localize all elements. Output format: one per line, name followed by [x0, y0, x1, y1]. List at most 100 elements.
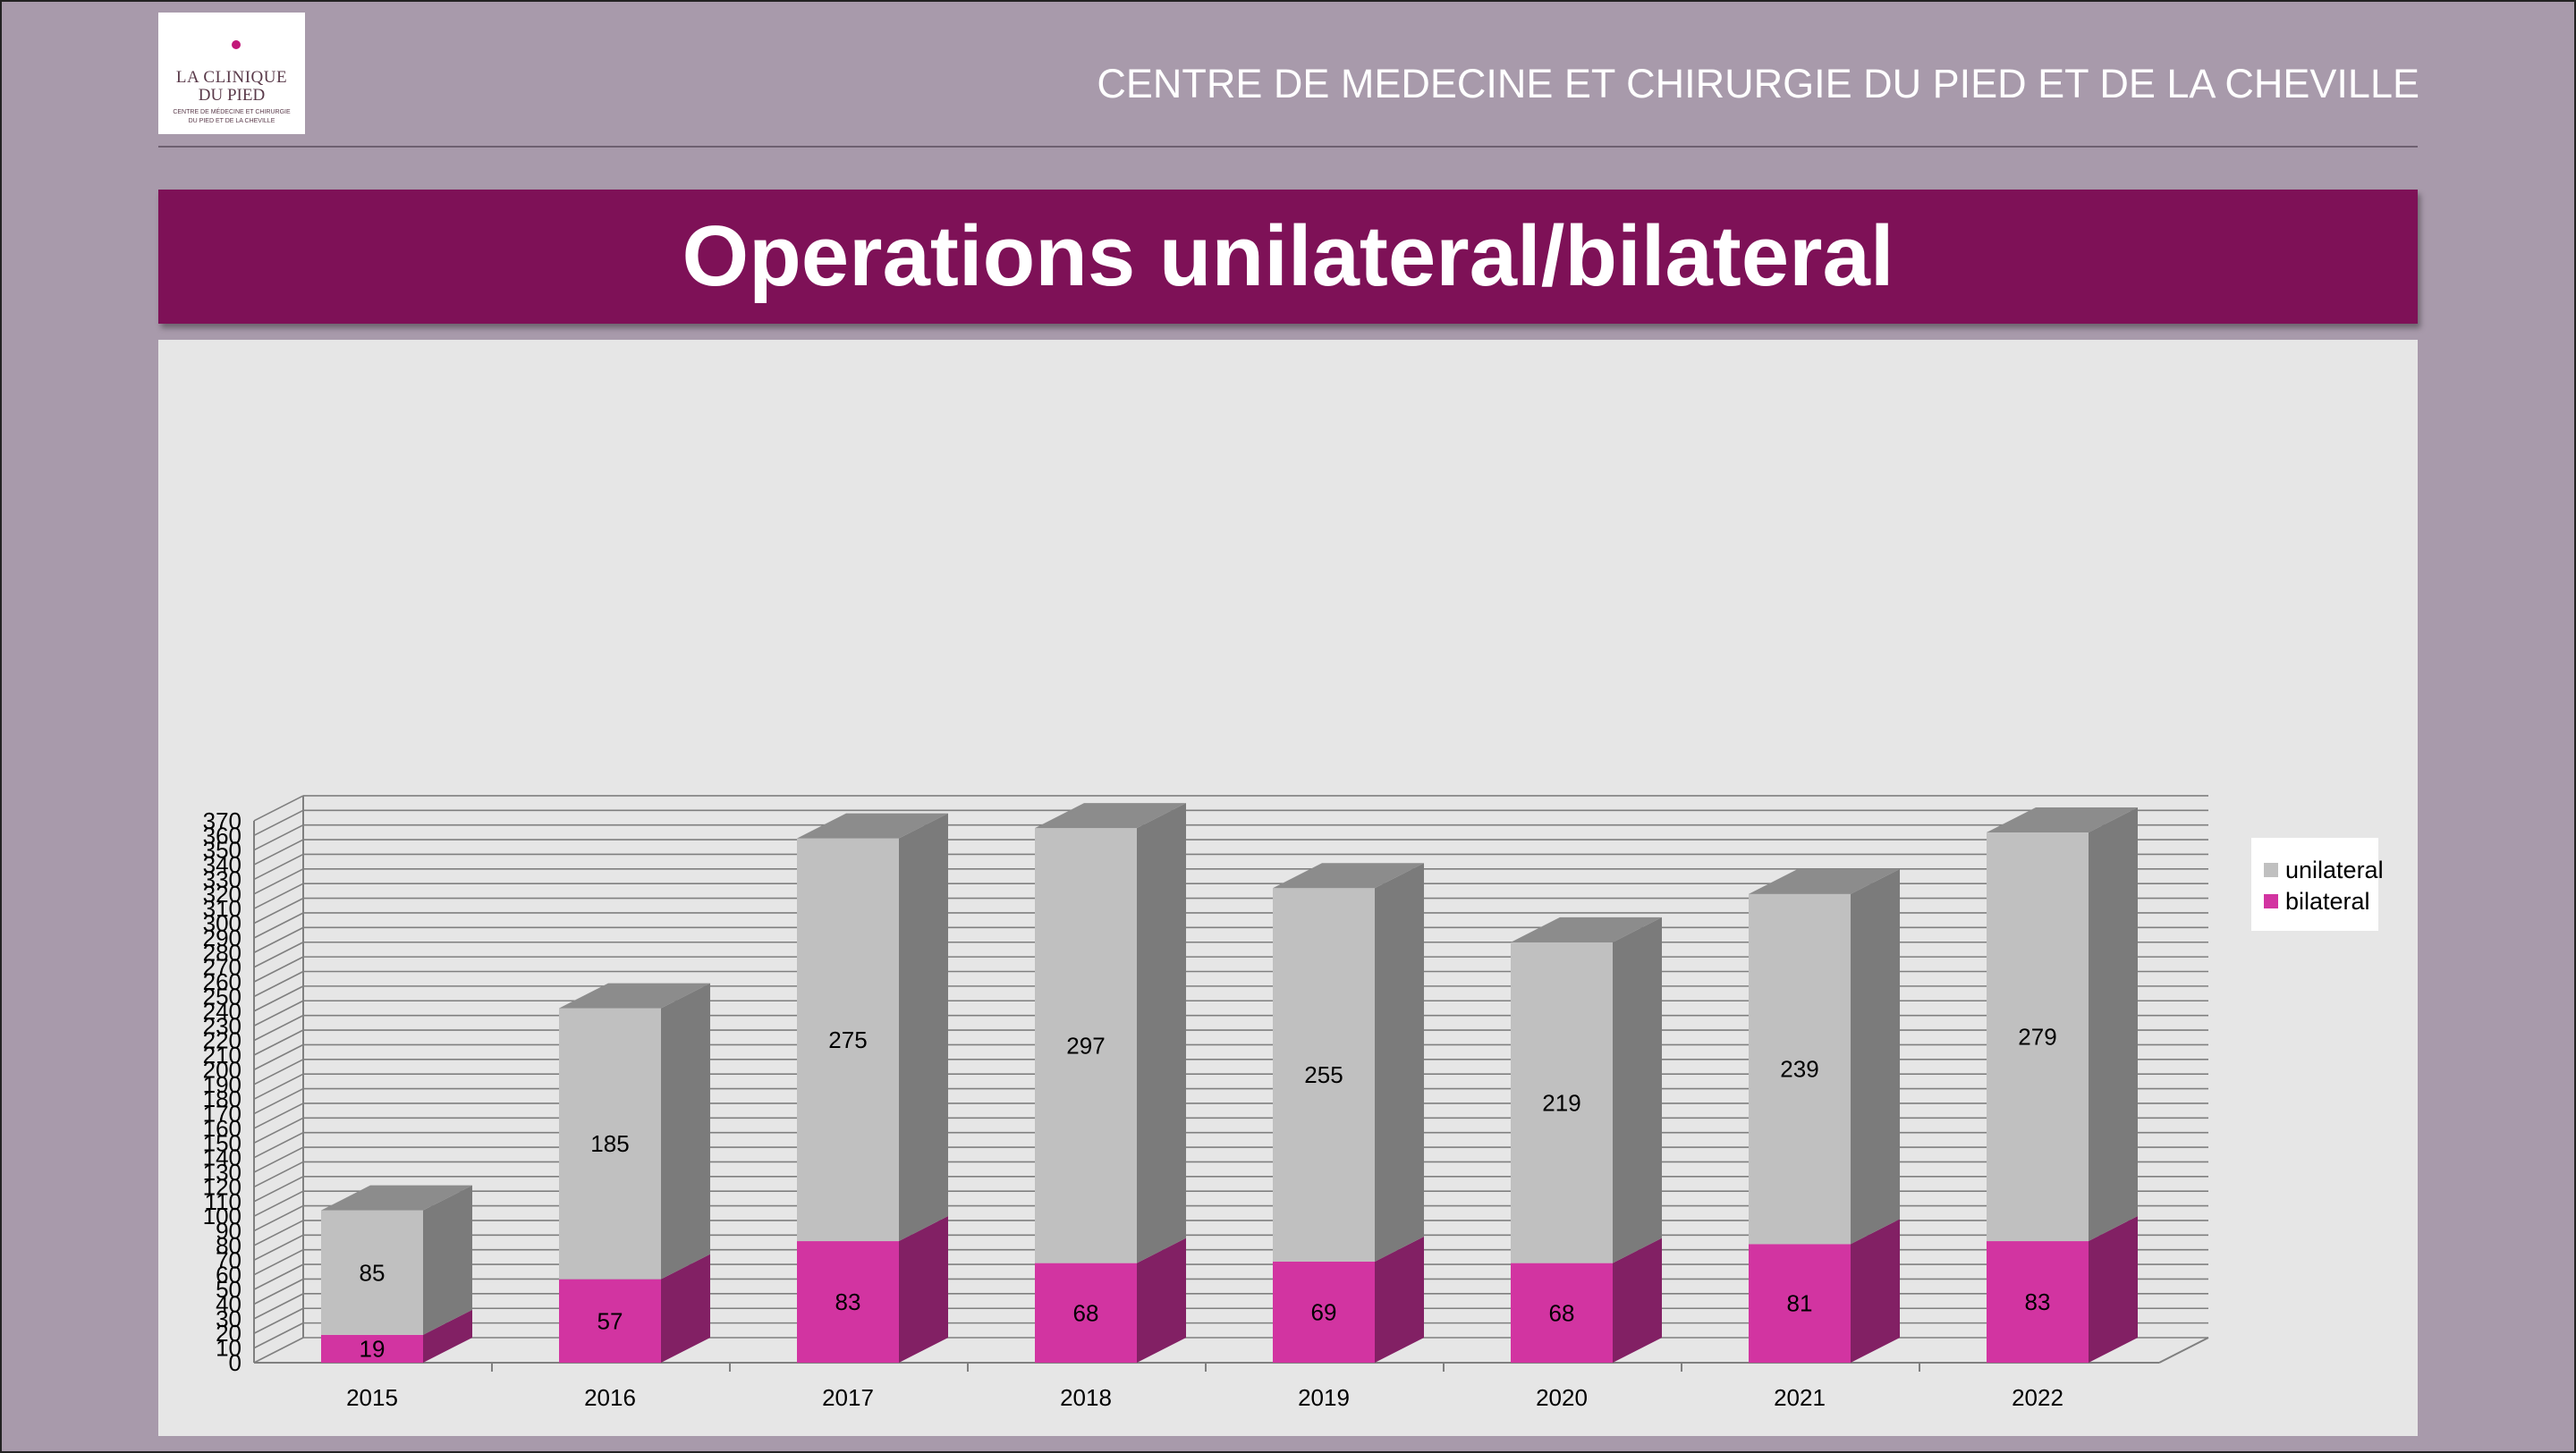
y-tick-label: 320 [203, 881, 242, 908]
chart-legend: unilateral bilateral [2251, 838, 2384, 931]
y-tick-label: 360 [203, 822, 242, 849]
gridline-side [253, 795, 304, 822]
gridline-side [253, 824, 304, 851]
bar-side-bilateral [1613, 1238, 1662, 1363]
y-tick-label: 340 [203, 851, 242, 878]
x-tick-label: 2018 [1060, 1384, 1112, 1411]
bar-side-bilateral [1137, 1238, 1186, 1363]
gridline-side [253, 1293, 304, 1320]
y-tick-label: 240 [203, 998, 242, 1025]
gridline-side [253, 942, 304, 968]
legend-swatch-bilateral [2264, 893, 2278, 908]
bar-front-unilateral [797, 838, 899, 1242]
bar-front-bilateral [1511, 1263, 1613, 1363]
x-tick-label: 2015 [346, 1384, 398, 1411]
bar-segment-unilateral: 275 [797, 813, 948, 1242]
clinic-logo-icon [212, 23, 251, 66]
data-label-unilateral: 279 [2018, 1024, 2056, 1051]
slide-title-band: Operations unilateral/bilateral [158, 190, 2418, 324]
bar-side-unilateral [661, 983, 710, 1280]
gridline-side [253, 1322, 304, 1349]
y-tick-label: 60 [216, 1262, 242, 1288]
gridline-side [253, 1161, 304, 1188]
y-tick-label: 160 [203, 1115, 242, 1142]
legend-label-bilateral: bilateral [2285, 888, 2370, 915]
legend-label-unilateral: unilateral [2285, 857, 2384, 883]
bar-segment-unilateral: 185 [559, 983, 710, 1280]
y-tick-label: 170 [203, 1101, 242, 1128]
y-tick-label: 290 [203, 925, 242, 951]
y-tick-label: 210 [203, 1042, 242, 1069]
gridline-side [253, 1234, 304, 1262]
gridline-side [253, 1337, 304, 1364]
gridline-side [253, 1014, 304, 1042]
bar-segment-unilateral: 239 [1749, 868, 1900, 1245]
data-label-bilateral: 68 [1549, 1299, 1575, 1326]
data-label-unilateral: 297 [1066, 1032, 1105, 1059]
bar-side-bilateral [1851, 1219, 1900, 1363]
gridline-side [253, 1307, 304, 1334]
bar-segment-unilateral: 279 [1987, 807, 2138, 1242]
bar-front-unilateral [559, 1008, 661, 1280]
bar-segment-bilateral: 83 [1987, 1216, 2138, 1363]
logo-text-line1: LA CLINIQUE [175, 68, 288, 87]
gridline-side [253, 1043, 304, 1071]
bar-side-bilateral [1375, 1236, 1424, 1363]
data-label-bilateral: 68 [1073, 1299, 1099, 1326]
gridline-side [253, 1204, 304, 1232]
data-label-unilateral: 185 [590, 1130, 629, 1157]
gridline-side [253, 1029, 304, 1056]
logo-text-line2: DU PIED [198, 86, 266, 105]
gridline-side [253, 956, 304, 983]
y-tick-label: 180 [203, 1086, 242, 1112]
y-tick-label: 110 [205, 1188, 242, 1215]
bar-front-bilateral [1987, 1241, 2089, 1363]
bar-segment-bilateral: 81 [1749, 1219, 1900, 1363]
bar-side-unilateral [1851, 868, 1900, 1245]
x-tick-label: 2021 [1774, 1384, 1826, 1411]
bar-top-face [797, 813, 948, 839]
clinic-logo: LA CLINIQUE DU PIED CENTRE DE MÉDECINE E… [158, 13, 305, 134]
data-label-bilateral: 19 [360, 1335, 386, 1362]
gridline-side [253, 1190, 304, 1217]
bar-front-bilateral [797, 1241, 899, 1363]
data-label-unilateral: 239 [1780, 1056, 1818, 1083]
y-tick-label: 50 [216, 1276, 242, 1303]
bar-top-face [1273, 863, 1424, 889]
bar-side-unilateral [1375, 863, 1424, 1262]
y-tick-label: 300 [203, 910, 242, 937]
data-label-unilateral: 219 [1542, 1089, 1580, 1116]
bar-top-face [1749, 868, 1900, 894]
y-tick-label: 230 [203, 1012, 242, 1039]
gridline-side [253, 1146, 304, 1173]
bar-front-unilateral [1749, 893, 1851, 1245]
gridlines [253, 795, 2208, 1364]
x-tick-label: 2017 [822, 1384, 874, 1411]
x-axis-edge-line [2158, 1337, 2209, 1364]
gridline-side [253, 1102, 304, 1129]
bar-front-unilateral [1511, 942, 1613, 1263]
gridline-side [253, 809, 304, 837]
gridline-side [253, 1249, 304, 1276]
bar-side-unilateral [423, 1185, 472, 1335]
header-title: CENTRE DE MEDECINE ET CHIRURGIE DU PIED … [1097, 61, 2419, 106]
chart-panel: 0 10 20 30 40 50 60 70 80 90 100 110 120 130 140 150 160… [158, 340, 2418, 1436]
y-tick-label: 140 [203, 1145, 242, 1171]
bar-side-bilateral [423, 1309, 472, 1363]
gridline-side [253, 1087, 304, 1115]
gridline-side [253, 1117, 304, 1145]
bar-segment-unilateral: 85 [321, 1185, 472, 1335]
data-label-unilateral: 255 [1304, 1061, 1343, 1088]
header-divider [158, 146, 2418, 148]
data-label-bilateral: 83 [835, 1288, 861, 1315]
gridline-side [253, 839, 304, 866]
y-tick-label: 70 [216, 1246, 242, 1273]
data-label-unilateral: 85 [360, 1259, 386, 1286]
bar-side-unilateral [2089, 807, 2138, 1242]
bar-segment-bilateral: 83 [797, 1216, 948, 1363]
y-tick-label: 30 [216, 1305, 242, 1332]
y-tick-label: 370 [203, 807, 242, 834]
bar-front-unilateral [321, 1210, 423, 1335]
y-tick-label: 190 [203, 1071, 242, 1098]
